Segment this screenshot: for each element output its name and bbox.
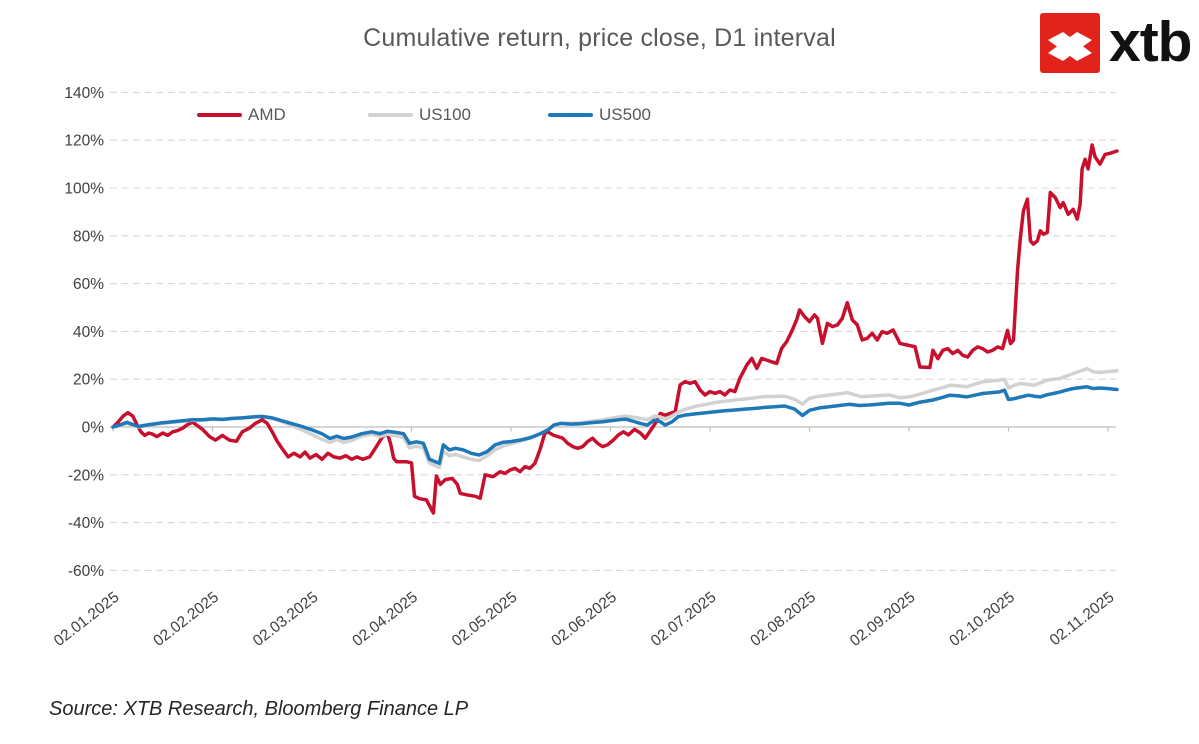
- x-tick-label: 02.04.2025: [349, 589, 421, 650]
- y-tick-label: 140%: [64, 85, 104, 102]
- x-tick-label: 02.03.2025: [250, 589, 322, 650]
- y-tick-label: -20%: [68, 467, 104, 484]
- y-tick-label: 20%: [73, 372, 104, 389]
- us100-line-swatch: [368, 112, 413, 118]
- legend-item-amd: AMD: [197, 104, 286, 126]
- legend-item-us100: US100: [368, 104, 471, 126]
- x-tick-label: 02.09.2025: [847, 589, 919, 650]
- x-tick-label: 02.05.2025: [449, 589, 521, 650]
- legend-label-us100: US100: [419, 105, 471, 124]
- x-tick-label: 02.06.2025: [548, 589, 620, 650]
- us500-line-swatch: [548, 112, 593, 118]
- amd-line-swatch: [197, 112, 242, 118]
- y-tick-label: -40%: [68, 515, 104, 532]
- y-tick-label: 0%: [82, 420, 105, 437]
- series-line-amd: [111, 143, 1119, 515]
- xtb-logo: xtb: [1040, 13, 1192, 73]
- xtb-logo-text: xtb: [1109, 10, 1192, 74]
- legend-item-us500: US500: [548, 104, 651, 126]
- y-tick-label: 60%: [73, 276, 104, 293]
- x-tick-label: 02.01.2025: [51, 589, 123, 650]
- y-tick-label: 120%: [64, 133, 104, 150]
- x-tick-label: 02.07.2025: [648, 589, 720, 650]
- x-tick-label: 02.08.2025: [747, 589, 819, 650]
- y-tick-label: -60%: [68, 563, 104, 580]
- x-tick-label: 02.10.2025: [946, 589, 1018, 650]
- series-line-us500: [111, 385, 1119, 466]
- source-note: Source: XTB Research, Bloomberg Finance …: [49, 698, 469, 720]
- legend: AMD US100 US500: [0, 104, 1199, 126]
- legend-label-amd: AMD: [248, 105, 286, 124]
- y-tick-label: 100%: [64, 181, 104, 198]
- x-tick-label: 02.02.2025: [150, 589, 222, 650]
- xtb-logo-mark: [1040, 13, 1100, 73]
- legend-label-us500: US500: [599, 105, 651, 124]
- x-tick-label: 02.11.2025: [1047, 589, 1118, 649]
- y-tick-label: 40%: [73, 324, 104, 341]
- y-tick-label: 80%: [73, 228, 104, 245]
- chart-title: Cumulative return, price close, D1 inter…: [363, 24, 836, 52]
- series-line-us100: [111, 366, 1119, 470]
- xtb-x-icon: [1048, 32, 1092, 61]
